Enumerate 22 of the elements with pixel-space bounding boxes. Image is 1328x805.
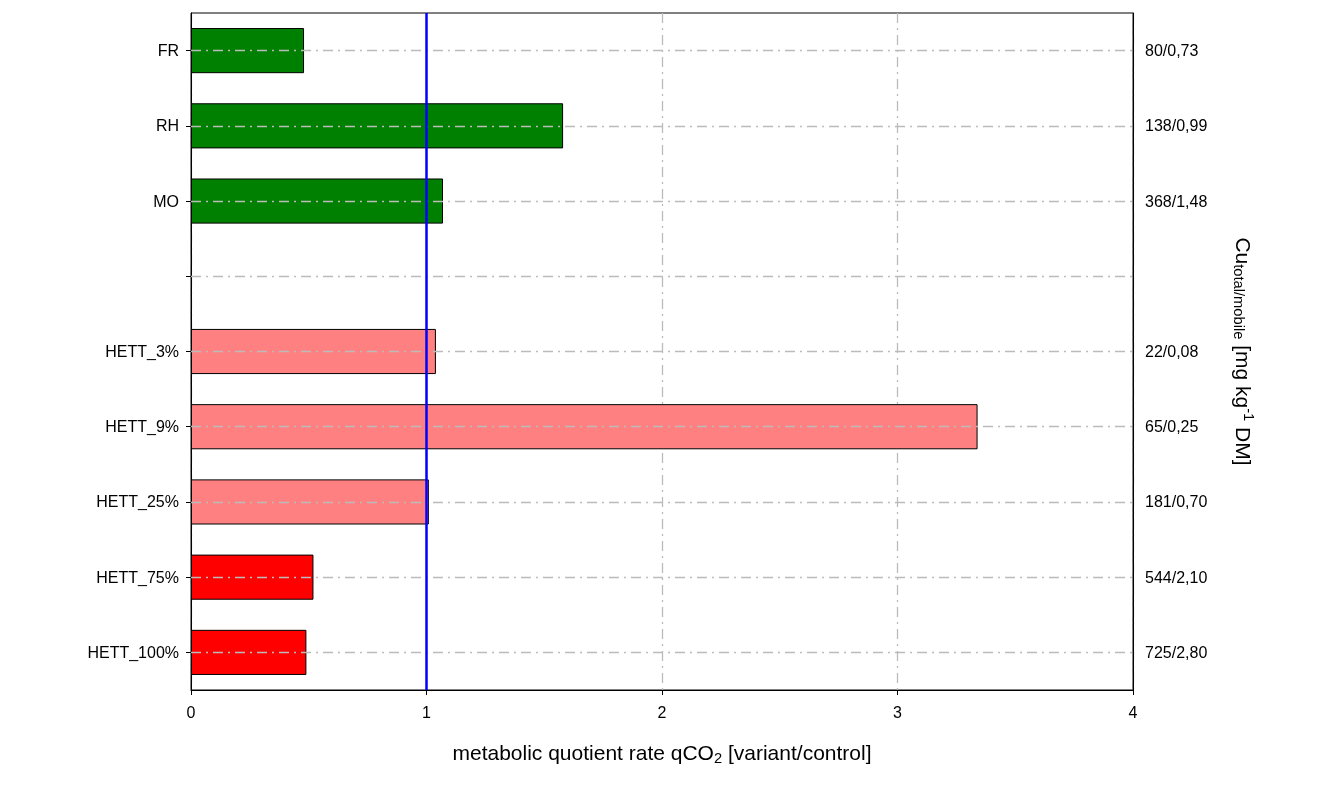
x-tick-label: 4 — [1128, 703, 1138, 721]
x-tick-label: 1 — [422, 703, 432, 721]
y2-tick-label: 138/0,99 — [1145, 117, 1208, 135]
y-tick-label: HETT_3% — [105, 343, 179, 361]
y2-tick-label: 368/1,48 — [1145, 192, 1208, 210]
y2-tick-label: 22/0,08 — [1145, 343, 1199, 360]
x-tick-label: 2 — [657, 703, 667, 721]
y2-tick-label: 80/0,73 — [1145, 42, 1199, 60]
y2-axis-title: Cutotal/mobile [mg kg-1 DM] — [1230, 237, 1257, 466]
y-tick-label: HETT_9% — [105, 418, 179, 437]
y2-tick-label: 725/2,80 — [1145, 643, 1208, 661]
y-tick-label: HETT_100% — [87, 643, 179, 662]
x-tick-label: 0 — [186, 703, 196, 721]
y-tick-label: FR — [157, 42, 179, 60]
y2-tick-label: 544/2,10 — [1145, 568, 1208, 586]
y-tick-label: MO — [153, 192, 179, 210]
y-tick-label: RH — [155, 117, 179, 135]
x-tick-label: 3 — [893, 703, 903, 721]
y2-tick-label: 181/0,70 — [1145, 493, 1208, 511]
y-tick-label: HETT_25% — [96, 493, 179, 512]
y2-tick-label: 65/0,25 — [1145, 418, 1199, 436]
y-tick-label: HETT_75% — [96, 568, 179, 587]
